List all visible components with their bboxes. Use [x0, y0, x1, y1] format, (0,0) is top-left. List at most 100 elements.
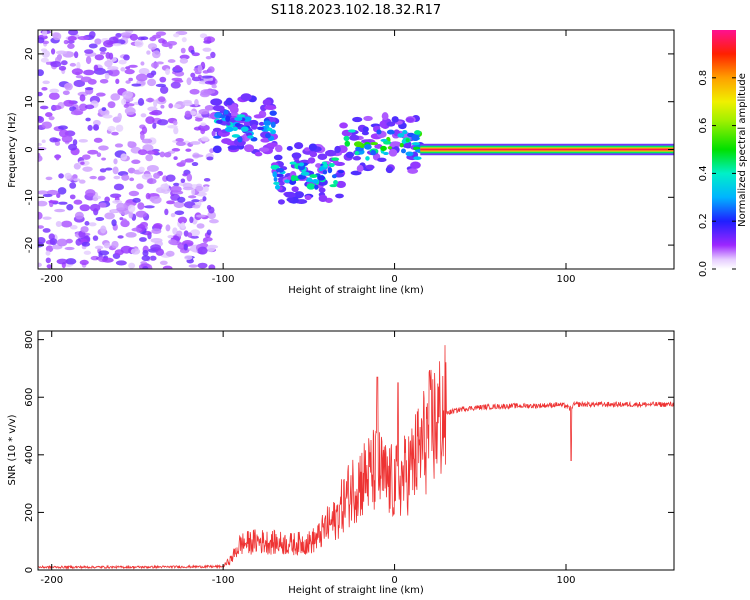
heatmap-cell — [405, 138, 410, 143]
heatmap-cell — [68, 30, 79, 36]
heatmap-cell — [60, 60, 68, 66]
heatmap-cell — [41, 86, 48, 91]
heatmap-cell — [191, 187, 196, 196]
heatmap-cell — [98, 202, 107, 208]
heatmap-cell — [48, 116, 55, 121]
heatmap-cell — [82, 166, 93, 172]
heatmap-cell — [125, 66, 131, 70]
heatmap-cell — [194, 118, 203, 122]
heatmap-cell — [52, 138, 61, 142]
heatmap-cell — [189, 235, 199, 239]
heatmap-cell — [121, 174, 130, 181]
heatmap-cell — [348, 129, 356, 133]
heatmap-cell — [120, 245, 133, 254]
heatmap-cell — [97, 175, 106, 181]
heatmap-cell — [138, 166, 145, 172]
y-tick-label: 200 — [24, 503, 35, 522]
heatmap-cell — [164, 208, 169, 216]
heatmap-cell — [38, 142, 42, 147]
heatmap-cell — [115, 124, 124, 132]
heatmap-cell — [226, 122, 231, 126]
heatmap-cell — [195, 185, 204, 192]
heatmap-cell — [176, 230, 183, 237]
heatmap-cell — [38, 225, 44, 229]
heatmap-cell — [67, 43, 75, 49]
heatmap-cell — [361, 130, 369, 136]
heatmap-cell — [159, 76, 167, 83]
heatmap-cell — [45, 245, 54, 253]
heatmap-cell — [286, 146, 293, 151]
heatmap-cell — [202, 237, 209, 244]
heatmap-cell — [389, 141, 402, 148]
heatmap-cell — [177, 196, 186, 203]
heatmap-cell — [206, 156, 214, 161]
heatmap-cell — [104, 212, 115, 220]
heatmap-cell — [309, 174, 318, 179]
heatmap-cell — [198, 108, 210, 115]
heatmap-cell — [88, 43, 98, 49]
heatmap-cell — [89, 175, 97, 180]
heatmap-cell — [45, 257, 51, 264]
heatmap-cell — [240, 93, 252, 101]
heatmap-cell — [202, 47, 212, 52]
heatmap-cell — [150, 244, 162, 251]
heatmap-cell — [214, 112, 222, 118]
heatmap-cell — [284, 179, 290, 184]
heatmap-cell — [70, 110, 83, 116]
heatmap-cell — [187, 232, 193, 238]
y-tick-label: 0 — [24, 146, 35, 152]
heatmap-cell — [92, 235, 99, 241]
heatmap-cell — [57, 187, 67, 195]
heatmap-cell — [277, 199, 285, 205]
heatmap-cell — [77, 35, 90, 41]
heatmap-cell — [191, 199, 200, 203]
heatmap-cell — [137, 202, 145, 210]
heatmap-cell — [135, 73, 148, 82]
heatmap-cell — [335, 193, 344, 199]
heatmap-cell — [107, 66, 119, 71]
heatmap-cell — [300, 171, 310, 176]
heatmap-cell — [118, 59, 127, 65]
heatmap-cell — [197, 64, 203, 73]
snr-x-ticks: -200 -100 0 100 — [40, 331, 576, 586]
snr-x-axis-label: Height of straight line (km) — [288, 585, 424, 596]
heatmap-cell — [84, 49, 94, 54]
spectrogram-x-axis-label: Height of straight line (km) — [288, 285, 424, 296]
heatmap-cell — [298, 162, 305, 167]
snr-y-ticks: 0 200 400 600 800 — [24, 330, 674, 573]
spectrogram-heatmap — [38, 30, 674, 269]
heatmap-cell — [127, 204, 136, 213]
heatmap-cell — [87, 124, 93, 131]
heatmap-cell — [335, 180, 346, 189]
heatmap-cell — [146, 150, 159, 155]
heatmap-cell — [147, 78, 157, 87]
heatmap-cell — [258, 121, 265, 126]
heatmap-cell — [333, 180, 338, 185]
heatmap-cell — [140, 132, 145, 141]
heatmap-cell — [103, 242, 111, 249]
heatmap-cell — [145, 116, 155, 124]
heatmap-cell — [126, 200, 133, 204]
heatmap-cell — [362, 126, 369, 133]
heatmap-cell — [146, 165, 159, 172]
heatmap-cell — [95, 92, 106, 97]
heatmap-cell — [212, 145, 222, 154]
heatmap-cell — [84, 104, 95, 110]
spectrogram-y-ticks: -20 -10 0 10 20 — [24, 48, 674, 253]
heatmap-cell — [49, 88, 60, 93]
heatmap-cell — [102, 257, 114, 263]
heatmap-cell — [120, 67, 126, 72]
heatmap-cell — [42, 216, 52, 220]
heatmap-cell — [173, 126, 179, 135]
x-tick-label: -200 — [40, 274, 63, 285]
heatmap-cell — [225, 97, 233, 106]
heatmap-cell — [69, 194, 76, 200]
x-tick-label: 100 — [556, 575, 575, 586]
heatmap-cell — [158, 96, 166, 103]
snr-series-line — [38, 345, 674, 570]
x-tick-label: -100 — [212, 274, 235, 285]
heatmap-cell — [73, 199, 83, 205]
heatmap-cell — [66, 40, 75, 44]
heatmap-cell — [95, 216, 105, 221]
heatmap-cell — [190, 229, 201, 237]
